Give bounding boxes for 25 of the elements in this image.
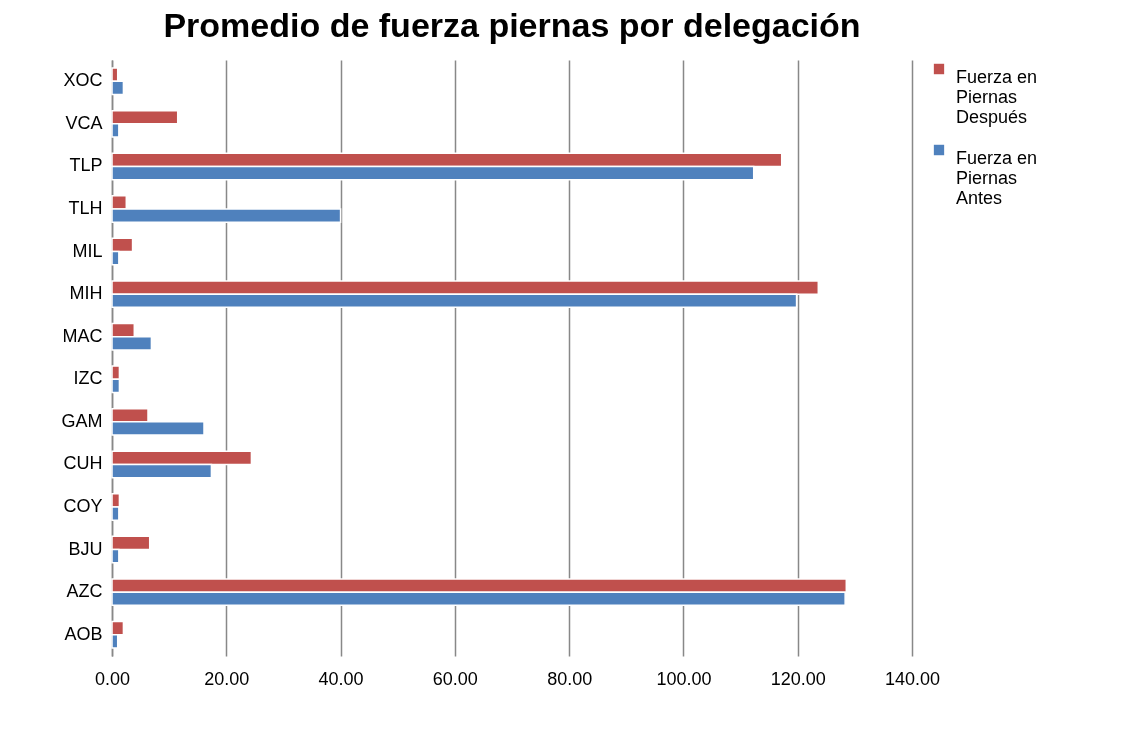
y-tick-label: GAM [61,410,103,431]
y-tick-label: MIL [72,240,103,261]
y-tick-label: MAC [62,325,103,346]
x-tick-label: 20.00 [204,668,250,689]
y-tick-label: TLH [68,198,103,218]
x-tick-label: 60.00 [432,668,478,689]
chart-title: Promedio de fuerza piernas por delegación [163,6,861,44]
legend-label: Fuerza en Piernas Después [956,67,1038,127]
legend-label: Fuerza en Piernas Antes [956,148,1038,208]
y-tick-label: CUH [63,453,103,474]
y-tick-label: TLP [69,155,103,176]
x-tick-label: 100.00 [656,668,712,689]
y-tick-label: COY [63,496,103,516]
y-tick-label: IZC [73,368,103,389]
y-tick-label: AZC [66,581,103,602]
x-tick-label: 120.00 [770,668,826,689]
y-tick-label: MIH [69,283,103,304]
y-tick-label: XOC [63,70,103,91]
x-tick-label: 140.00 [884,668,941,689]
x-tick-label: 80.00 [547,668,593,689]
y-tick-label: AOB [64,623,103,644]
x-tick-label: 40.00 [318,668,364,689]
y-tick-label: BJU [68,538,103,559]
x-tick-label: 0.00 [94,668,131,689]
y-tick-label: VCA [65,112,103,133]
